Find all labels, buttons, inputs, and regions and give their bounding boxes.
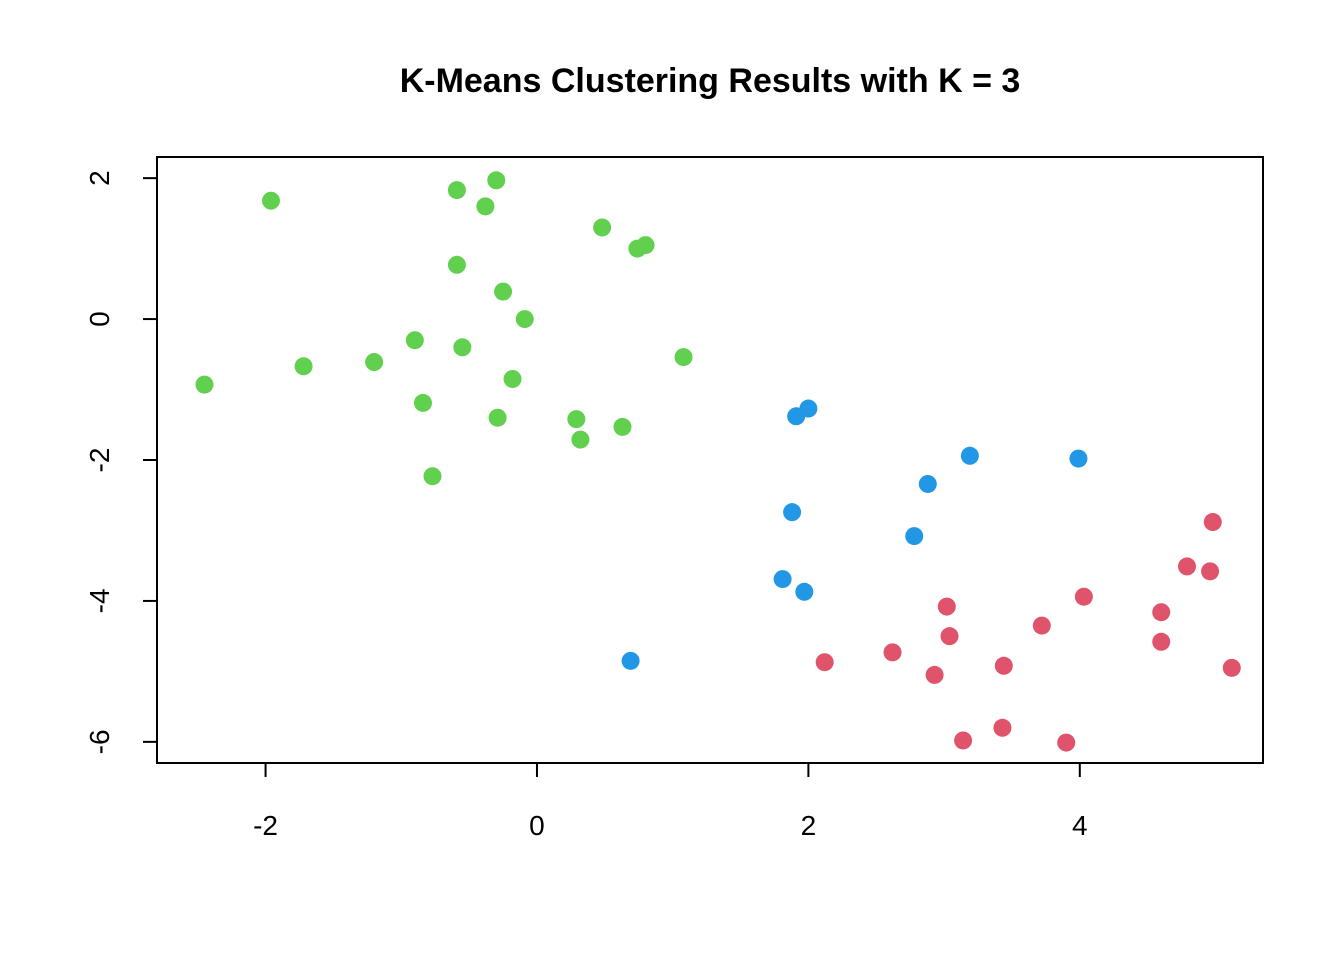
- data-point-cluster-2: [476, 197, 495, 216]
- y-axis: -6 -4 -2 0 2: [84, 170, 157, 754]
- data-point-cluster-2: [515, 310, 534, 329]
- data-point-cluster-1: [1057, 733, 1076, 752]
- data-point-cluster-2: [413, 393, 432, 412]
- data-point-cluster-1: [925, 665, 944, 684]
- data-point-cluster-2: [613, 417, 632, 436]
- y-tick-label: -4: [84, 588, 115, 613]
- data-point-cluster-2: [453, 338, 472, 357]
- data-point-cluster-2: [294, 357, 313, 376]
- data-point-cluster-2: [494, 282, 513, 301]
- data-point-cluster-2: [567, 410, 586, 429]
- data-point-cluster-1: [937, 597, 956, 616]
- data-point-cluster-1: [1178, 557, 1197, 576]
- data-point-cluster-3: [783, 503, 802, 522]
- x-tick-label: 2: [801, 810, 817, 841]
- data-point-cluster-2: [503, 369, 522, 388]
- data-point-cluster-2: [447, 181, 466, 200]
- data-point-cluster-3: [918, 474, 937, 493]
- x-tick-label: -2: [253, 810, 278, 841]
- data-point-cluster-2: [423, 467, 442, 486]
- data-point-cluster-2: [365, 353, 384, 372]
- data-point-cluster-2: [447, 255, 466, 274]
- x-tick-label: 0: [529, 810, 545, 841]
- data-point-cluster-2: [674, 348, 693, 367]
- y-tick-label: -6: [84, 729, 115, 754]
- data-point-cluster-2: [195, 375, 214, 394]
- data-point-cluster-1: [1222, 658, 1241, 677]
- data-point-cluster-2: [405, 331, 424, 350]
- data-point-cluster-1: [954, 731, 973, 750]
- x-tick-label: 4: [1072, 810, 1088, 841]
- data-point-cluster-3: [960, 446, 979, 465]
- data-point-cluster-1: [815, 653, 834, 672]
- data-point-cluster-1: [1152, 632, 1171, 651]
- data-point-cluster-1: [994, 656, 1013, 675]
- data-point-cluster-1: [1203, 513, 1222, 532]
- data-point-cluster-2: [571, 430, 590, 449]
- data-point-cluster-3: [905, 527, 924, 546]
- data-point-cluster-1: [883, 643, 902, 662]
- data-point-cluster-1: [1032, 616, 1051, 635]
- data-point-cluster-1: [1201, 562, 1220, 581]
- data-point-cluster-3: [1069, 449, 1088, 468]
- data-point-cluster-1: [1074, 587, 1093, 606]
- data-point-cluster-3: [799, 399, 818, 418]
- chart-title: K-Means Clustering Results with K = 3: [400, 62, 1021, 100]
- data-point-cluster-2: [487, 171, 506, 190]
- data-point-cluster-3: [621, 651, 640, 670]
- data-point-cluster-2: [488, 408, 507, 427]
- data-point-cluster-3: [795, 582, 814, 601]
- y-tick-label: 2: [84, 170, 115, 186]
- data-point-cluster-3: [773, 570, 792, 589]
- data-point-cluster-1: [993, 718, 1012, 737]
- data-point-cluster-2: [636, 236, 655, 255]
- data-point-cluster-1: [940, 627, 959, 646]
- y-tick-label: 0: [84, 311, 115, 327]
- x-axis: -2 0 2 4: [253, 763, 1088, 841]
- data-point-cluster-2: [593, 218, 612, 237]
- data-point-cluster-2: [261, 191, 280, 210]
- y-tick-label: -2: [84, 448, 115, 473]
- data-points: [195, 171, 1241, 752]
- data-point-cluster-1: [1152, 603, 1171, 622]
